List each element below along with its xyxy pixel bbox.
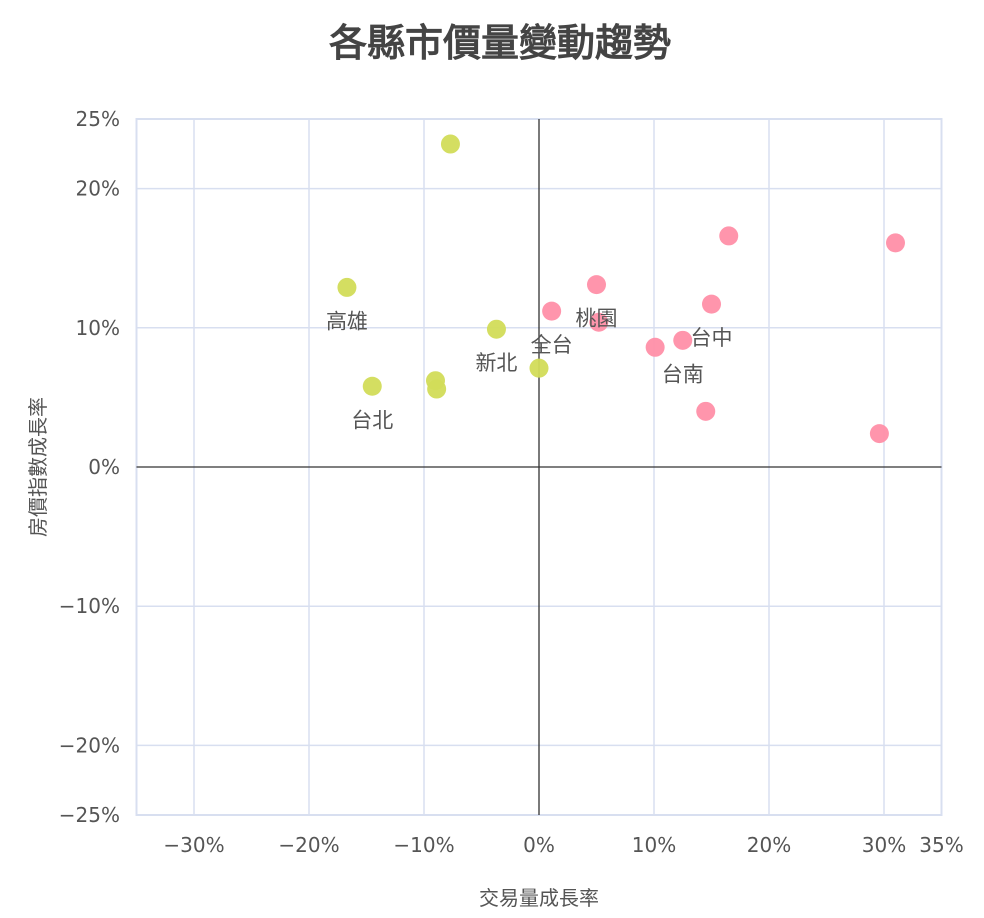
data-point bbox=[673, 330, 693, 350]
point-label: 新北 bbox=[475, 351, 517, 375]
y-tick-label: −10% bbox=[59, 594, 120, 618]
data-point bbox=[645, 337, 665, 357]
x-tick-label: 0% bbox=[523, 833, 555, 857]
x-tick-label: 10% bbox=[632, 833, 676, 857]
point-label: 桃園 bbox=[576, 307, 618, 331]
point-label: 高雄 bbox=[326, 309, 368, 333]
data-point bbox=[869, 424, 889, 444]
y-tick-label: 0% bbox=[88, 455, 120, 479]
data-point bbox=[589, 312, 609, 332]
data-point bbox=[719, 226, 739, 246]
point-label: 全台 bbox=[531, 333, 573, 357]
y-tick-label: −20% bbox=[59, 733, 120, 757]
chart-title: 各縣市價量變動趨勢 bbox=[329, 21, 671, 65]
x-tick-label: −20% bbox=[278, 833, 339, 857]
data-point bbox=[529, 358, 549, 378]
data-point bbox=[362, 376, 382, 396]
data-point bbox=[440, 134, 460, 154]
x-tick-label: 35% bbox=[919, 833, 963, 857]
x-tick-label: −30% bbox=[163, 833, 224, 857]
y-axis-label: 房價指數成長率 bbox=[26, 397, 50, 537]
data-point bbox=[702, 294, 721, 314]
x-axis-label: 交易量成長率 bbox=[479, 886, 599, 910]
data-point bbox=[587, 275, 606, 295]
data-point bbox=[427, 379, 447, 399]
data-point bbox=[337, 277, 357, 297]
y-tick-label: 25% bbox=[76, 107, 120, 131]
x-tick-label: 20% bbox=[747, 833, 791, 857]
x-tick-label: −10% bbox=[393, 833, 454, 857]
point-label: 台中 bbox=[691, 326, 733, 350]
y-tick-label: 20% bbox=[76, 177, 120, 201]
x-tick-label: 30% bbox=[862, 833, 906, 857]
y-tick-label: 10% bbox=[76, 316, 120, 340]
y-tick-label: −25% bbox=[59, 803, 120, 827]
data-point bbox=[886, 233, 905, 253]
data-point bbox=[486, 319, 506, 339]
data-point bbox=[542, 301, 562, 321]
point-label: 台南 bbox=[662, 362, 704, 386]
point-label: 台北 bbox=[351, 408, 393, 432]
data-point bbox=[696, 401, 716, 421]
